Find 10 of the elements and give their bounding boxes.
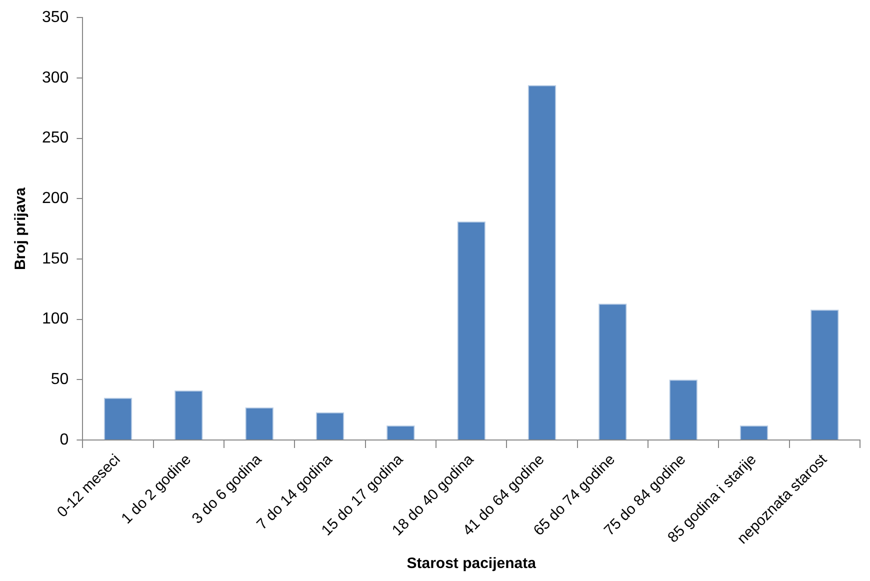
y-tick-label: 0 <box>60 431 69 448</box>
y-tick-label: 150 <box>42 250 69 268</box>
y-tick-label: 250 <box>42 130 69 147</box>
y-tick-label: 200 <box>42 190 69 208</box>
y-tick-label: 100 <box>42 310 69 328</box>
x-axis-title: Starost pacijenata <box>406 555 537 572</box>
y-tick-label: 300 <box>42 69 69 86</box>
y-axis-title: Broj prijava <box>12 186 30 270</box>
y-tick-label: 350 <box>42 9 69 26</box>
y-tick-label: 50 <box>50 371 69 388</box>
